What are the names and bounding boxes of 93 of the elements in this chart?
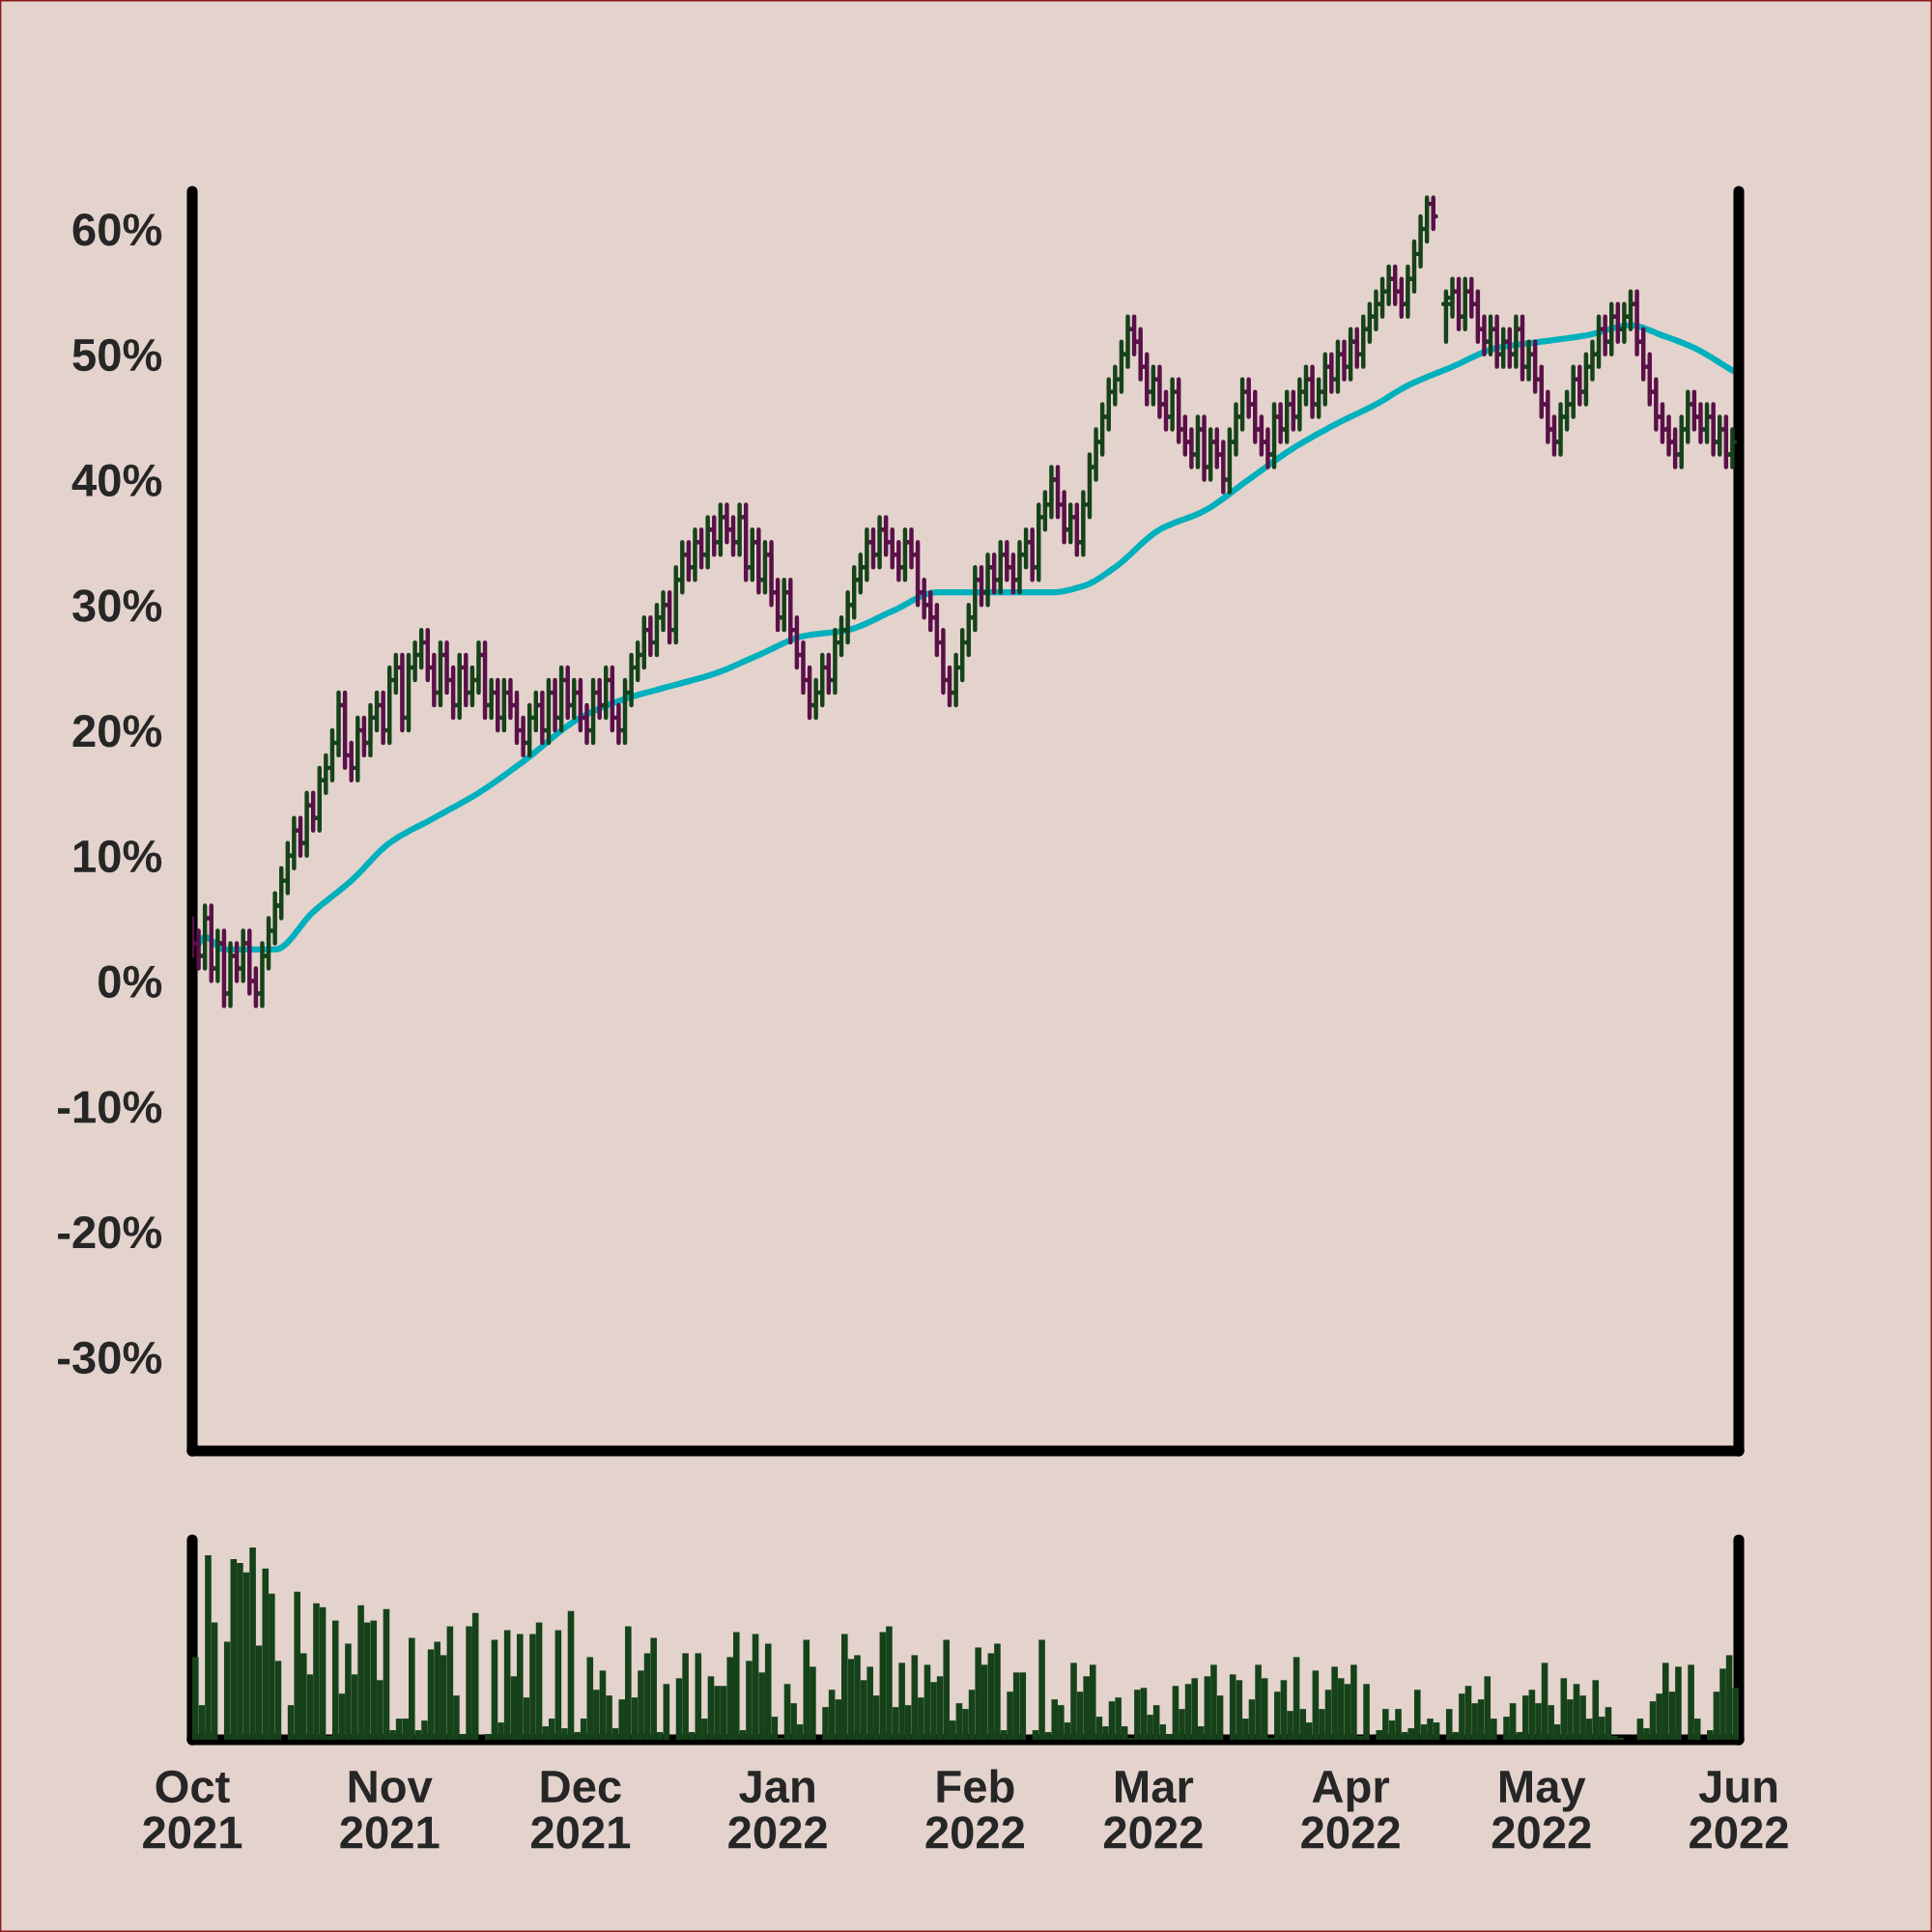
candlestick [747,527,757,582]
y-tick-label: 0% [99,965,162,999]
x-tick-label: May 2022 [1492,1771,1591,1849]
y-tick-label: 30% [72,589,162,622]
candlestick [1148,364,1158,407]
candlestick [397,652,408,733]
candlestick [1428,195,1438,232]
candlestick [1275,402,1286,444]
x-tick-label: Apr 2022 [1301,1771,1400,1849]
y-tick-label: 10% [73,839,162,873]
candlestick [225,941,236,1009]
candlestick [1351,327,1362,369]
candlestick [1027,527,1037,582]
candlestick [1346,327,1356,382]
candlestick [995,540,1006,595]
candlestick [1332,339,1343,394]
candlestick [594,677,605,721]
candlestick [358,715,369,758]
candlestick [1708,402,1719,457]
candlestick [645,614,656,658]
candlestick [690,527,700,582]
candlestick [454,652,465,721]
candlestick [1492,314,1502,369]
candlestick [1575,364,1585,407]
candlestick [537,690,548,746]
x-tick-label: Oct 2021 [143,1770,242,1849]
candlestick [1339,339,1350,382]
x-tick-label: Feb 2022 [925,1769,1025,1849]
candlestick [1715,414,1725,457]
y-tick-label: -30% [58,1341,162,1375]
candlestick [874,515,885,570]
candlestick [867,527,878,570]
x-tick-label: Mar 2022 [1103,1771,1203,1849]
candlestick [823,652,834,696]
candlestick [353,715,363,783]
x-tick-label: Dec 2021 [531,1771,631,1849]
candlestick [378,690,388,746]
candlestick [1504,327,1515,369]
candlestick [1288,389,1298,432]
x-tick-label: Jan 2022 [728,1771,827,1849]
y-tick-label: 60% [72,213,162,246]
candlestick [461,652,471,708]
x-tick-label: Jun 2022 [1690,1771,1788,1849]
candlestick [218,928,229,1009]
candlestick [696,527,707,570]
candlestick [1460,276,1470,331]
candlestick [1326,352,1337,394]
candlestick [562,665,573,721]
candlestick [550,677,560,733]
y-tick-label: 50% [72,338,162,372]
candlestick [435,639,445,708]
candlestick [1065,502,1076,545]
candlestick [1511,314,1521,369]
candlestick [779,578,789,633]
candlestick [1307,364,1318,419]
candlestick [734,502,745,557]
candlestick [308,790,319,833]
candlestick [1486,314,1496,356]
y-tick-label: 40% [71,464,162,497]
candlestick [709,515,720,557]
candlestick [1523,339,1534,382]
candlestick [982,553,993,608]
candlestick [753,527,764,595]
candlestick [498,677,509,733]
y-tick-label: 20% [72,715,162,748]
candlestick [301,790,312,858]
x-tick-label: Nov 2021 [340,1771,440,1849]
candlestick [1498,327,1509,369]
candlestick [1269,402,1280,469]
candlestick [296,815,305,858]
candlestick [1071,502,1082,557]
candlestick [1282,389,1293,444]
candlestick [683,540,694,582]
candlestick [1612,301,1623,344]
candlestick [569,677,580,721]
candlestick [899,527,910,582]
candlestick [1518,314,1527,382]
candlestick [1702,402,1713,444]
candlestick [1600,314,1610,356]
candlestick [1606,301,1617,356]
candlestick [976,565,986,608]
candlestick [1167,377,1178,432]
candlestick [232,941,242,983]
candlestick [702,515,713,570]
y-tick-label: -20% [58,1216,162,1249]
candlestick [543,677,554,746]
candlestick [759,540,770,595]
candlestick [1454,276,1464,331]
candlestick [715,502,725,557]
y-tick-label: -10% [58,1091,162,1123]
candlestick [1192,414,1203,469]
candlestick [741,502,752,582]
candlestick [486,677,497,721]
